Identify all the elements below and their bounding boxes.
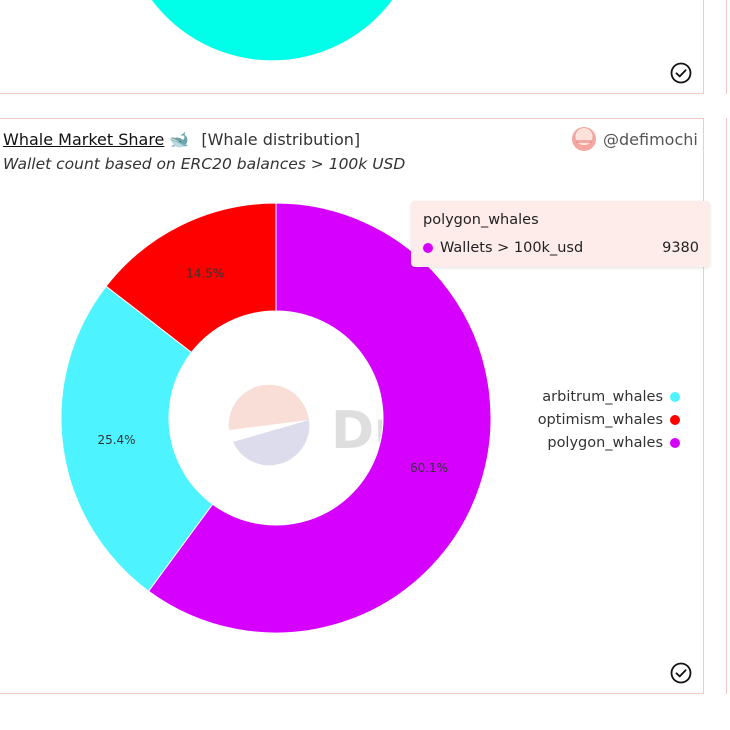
slice-label-polygon: 60.1% xyxy=(410,461,448,475)
card-header: Whale Market Share 🐋 [Whale distribution… xyxy=(3,127,360,151)
donut-slice-arbitrum[interactable] xyxy=(60,285,214,592)
slice-label-optimism: 14.5% xyxy=(186,266,224,280)
whale-icon: 🐋 xyxy=(169,129,190,149)
tooltip-row: Wallets > 100k_usd 9380 xyxy=(423,240,699,256)
legend-label: polygon_whales xyxy=(547,434,663,451)
author-name: @defimochi xyxy=(603,129,698,149)
check-circle-icon[interactable] xyxy=(670,62,692,84)
tooltip-title: polygon_whales xyxy=(423,212,539,228)
avatar xyxy=(572,127,596,151)
chart-legend: arbitrum_whales optimism_whales polygon_… xyxy=(538,385,680,454)
donut-slice-optimism[interactable] xyxy=(105,202,277,354)
author-link[interactable]: @defimochi xyxy=(572,127,698,151)
legend-dot-arbitrum xyxy=(670,391,680,402)
legend-dot-optimism xyxy=(670,414,680,425)
legend-dot-polygon xyxy=(670,437,680,448)
legend-item-polygon[interactable]: polygon_whales xyxy=(538,431,680,454)
legend-item-optimism[interactable]: optimism_whales xyxy=(538,408,680,431)
donut-slice-polygon[interactable] xyxy=(147,202,492,634)
card-title-link[interactable]: Whale Market Share xyxy=(3,129,165,149)
slice-label-arbitrum: 25.4% xyxy=(97,433,135,447)
legend-label: optimism_whales xyxy=(537,411,663,428)
top-chart-slice[interactable] xyxy=(151,0,393,61)
tooltip-series-dot xyxy=(423,243,433,253)
top-chart-card xyxy=(0,0,704,94)
tooltip-series-label: Wallets > 100k_usd xyxy=(440,240,584,256)
dune-logo-icon-lower xyxy=(233,420,310,466)
check-circle-icon[interactable] xyxy=(670,662,692,684)
chart-tooltip: polygon_whales Wallets > 100k_usd 9380 xyxy=(411,201,710,267)
tooltip-value: 9380 xyxy=(662,240,699,256)
donut-chart: Dune 60.1%25.4%14.5% xyxy=(60,202,492,634)
card-subtitle: Wallet count based on ERC20 balances > 1… xyxy=(3,155,406,173)
donut-slice-labels: 60.1% 25.4% 14.5% xyxy=(97,266,448,475)
donut-slices xyxy=(60,202,492,634)
adjacent-card-edge xyxy=(726,0,730,94)
legend-label: arbitrum_whales xyxy=(542,388,663,405)
adjacent-card-edge xyxy=(726,118,730,694)
dune-logo-icon xyxy=(228,384,309,430)
visualization-name: [Whale distribution] xyxy=(201,129,361,149)
top-chart-partial xyxy=(151,0,393,61)
legend-item-arbitrum[interactable]: arbitrum_whales xyxy=(538,385,680,408)
